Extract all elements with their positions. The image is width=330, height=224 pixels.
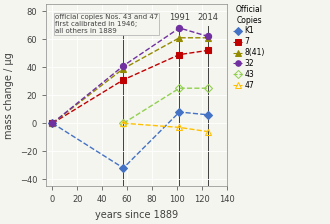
Text: official copies Nos. 43 and 47
first calibrated in 1946;
all others in 1889: official copies Nos. 43 and 47 first cal… <box>55 14 158 34</box>
Text: 2014: 2014 <box>198 13 218 22</box>
Text: 1946: 1946 <box>113 13 134 22</box>
Text: 1991: 1991 <box>169 13 190 22</box>
X-axis label: years since 1889: years since 1889 <box>95 210 178 220</box>
Y-axis label: mass change / µg: mass change / µg <box>4 52 14 139</box>
Legend: K1, 7, 8(41), 32, 43, 47: K1, 7, 8(41), 32, 43, 47 <box>232 4 266 91</box>
